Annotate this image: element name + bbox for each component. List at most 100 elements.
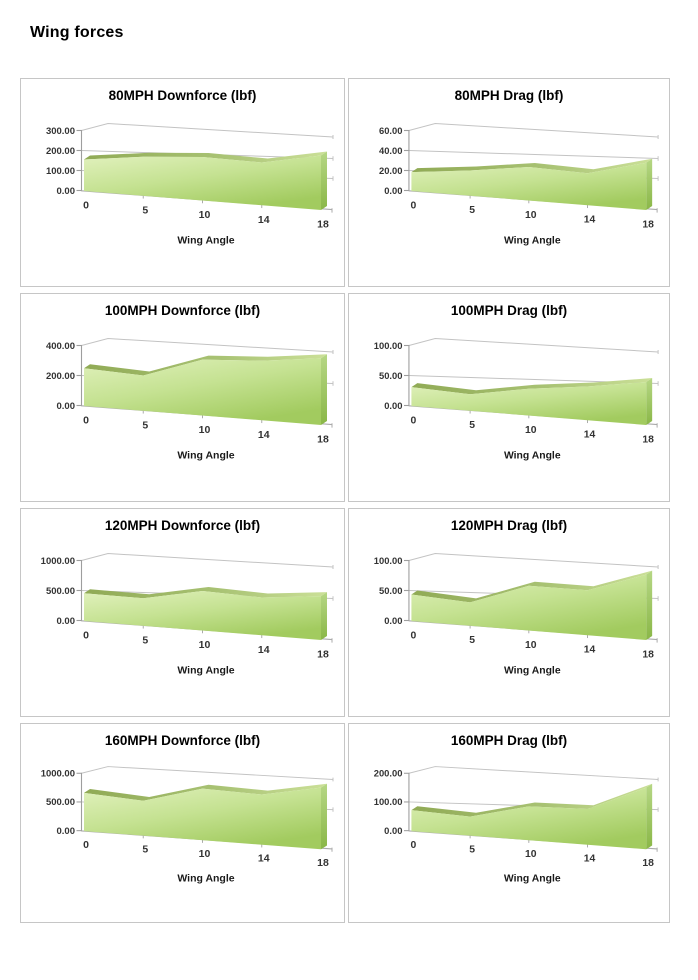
svg-text:100.00: 100.00 [374, 341, 403, 352]
svg-text:5: 5 [469, 205, 475, 216]
svg-text:10: 10 [525, 210, 537, 221]
svg-text:10: 10 [525, 640, 537, 651]
svg-text:0.00: 0.00 [384, 826, 402, 836]
svg-text:14: 14 [584, 430, 596, 441]
svg-text:18: 18 [317, 434, 329, 446]
svg-text:10: 10 [525, 849, 537, 860]
svg-text:40.00: 40.00 [379, 146, 403, 157]
svg-text:18: 18 [642, 858, 654, 869]
svg-text:0: 0 [411, 200, 417, 211]
svg-text:Wing Angle: Wing Angle [177, 450, 234, 462]
chart-canvas-160mph-downforce: 1000.00 500.00 0.00 0 5 10 14 18 Wing Angle [41, 766, 334, 885]
svg-text:5: 5 [142, 204, 148, 216]
svg-text:18: 18 [317, 649, 329, 661]
svg-text:18: 18 [642, 434, 654, 445]
svg-text:0: 0 [411, 840, 417, 851]
chart-canvas-120mph-drag: 100.00 50.00 0.00 0 5 10 14 18 Wing Angle [374, 552, 659, 677]
svg-text:14: 14 [258, 214, 270, 226]
chart-canvas-100mph-downforce: 400.00 200.00 0.00 0 5 10 14 18 Wing Angle [46, 337, 334, 462]
svg-text:14: 14 [258, 854, 270, 865]
chart-card-100mph-drag: 100MPH Drag (lbf) 100.00 50.00 0.00 0 5 10 14 1… [348, 293, 670, 502]
svg-text:Wing Angle: Wing Angle [504, 450, 561, 461]
svg-text:14: 14 [258, 644, 270, 656]
svg-text:5: 5 [469, 635, 475, 646]
chart-card-80mph-downforce: 80MPH Downforce (lbf) 300.00 200.00 100.00… [20, 78, 345, 287]
chart-card-80mph-drag: 80MPH Drag (lbf) 60.00 40.00 20.00 0.00 0 5 10… [348, 78, 670, 287]
chart-title: 160MPH Downforce (lbf) [104, 733, 261, 748]
chart-canvas-80mph-drag: 60.00 40.00 20.00 0.00 0 5 10 14 18 Wing Angle [379, 122, 659, 247]
chart-canvas-80mph-downforce: 300.00 200.00 100.00 0.00 0 5 10 14 18 Wing Angle [46, 122, 334, 247]
svg-text:14: 14 [584, 645, 596, 656]
svg-text:5: 5 [142, 634, 148, 646]
chart-title: 80MPH Downforce (lbf) [108, 88, 257, 103]
svg-text:50.00: 50.00 [379, 586, 403, 597]
svg-text:10: 10 [199, 849, 211, 860]
svg-text:100.00: 100.00 [46, 166, 75, 177]
svg-text:Wing Angle: Wing Angle [177, 235, 234, 247]
svg-text:1000.00: 1000.00 [41, 556, 75, 567]
svg-text:0.00: 0.00 [384, 616, 402, 627]
chart-title: 80MPH Drag (lbf) [454, 88, 564, 103]
svg-text:14: 14 [584, 854, 596, 865]
svg-text:0: 0 [83, 630, 89, 642]
svg-text:500.00: 500.00 [46, 586, 75, 597]
svg-text:0: 0 [83, 415, 89, 427]
svg-text:0.00: 0.00 [384, 186, 402, 197]
svg-text:300.00: 300.00 [46, 126, 75, 137]
svg-text:100.00: 100.00 [374, 556, 403, 567]
svg-text:18: 18 [642, 219, 654, 230]
svg-text:200.00: 200.00 [46, 371, 75, 382]
chart-title: 120MPH Drag (lbf) [450, 518, 568, 533]
charts-grid: 80MPH Downforce (lbf) 300.00 200.00 100.00… [20, 78, 670, 923]
chart-title: 100MPH Downforce (lbf) [104, 303, 261, 318]
svg-text:0.00: 0.00 [57, 401, 76, 412]
svg-text:10: 10 [199, 424, 211, 436]
svg-text:10: 10 [199, 209, 211, 221]
svg-text:Wing Angle: Wing Angle [177, 665, 234, 677]
chart-title: 100MPH Drag (lbf) [450, 303, 568, 318]
svg-text:0.00: 0.00 [384, 401, 402, 412]
svg-text:0.00: 0.00 [57, 186, 76, 197]
svg-text:Wing Angle: Wing Angle [504, 873, 561, 884]
chart-canvas-160mph-drag: 200.00 100.00 0.00 0 5 10 14 18 Wing Angle [374, 766, 659, 884]
svg-text:Wing Angle: Wing Angle [177, 874, 235, 885]
svg-text:18: 18 [317, 219, 329, 231]
svg-text:400.00: 400.00 [46, 341, 75, 352]
svg-text:10: 10 [525, 425, 537, 436]
svg-text:5: 5 [469, 845, 475, 856]
svg-text:14: 14 [584, 215, 596, 226]
svg-text:60.00: 60.00 [379, 126, 403, 137]
chart-card-100mph-downforce: 100MPH Downforce (lbf) 400.00 200.00 0.00 0… [20, 293, 345, 502]
svg-text:0: 0 [83, 200, 89, 212]
svg-text:0: 0 [83, 840, 89, 851]
svg-text:100.00: 100.00 [374, 797, 403, 807]
svg-text:0: 0 [411, 630, 417, 641]
svg-text:500.00: 500.00 [46, 797, 75, 807]
svg-text:10: 10 [199, 639, 211, 651]
svg-text:Wing Angle: Wing Angle [504, 235, 561, 246]
svg-text:20.00: 20.00 [379, 166, 403, 177]
chart-title: 160MPH Drag (lbf) [450, 733, 568, 748]
svg-text:18: 18 [642, 649, 654, 660]
svg-text:200.00: 200.00 [374, 769, 403, 779]
svg-text:5: 5 [469, 420, 475, 431]
chart-canvas-120mph-downforce: 1000.00 500.00 0.00 0 5 10 14 18 Wing Angle [41, 552, 334, 677]
page-title: Wing forces [30, 24, 124, 41]
chart-canvas-100mph-drag: 100.00 50.00 0.00 0 5 10 14 18 Wing Angle [374, 337, 659, 462]
svg-text:14: 14 [258, 429, 270, 441]
chart-card-160mph-drag: 160MPH Drag (lbf) 200.00 100.00 0.00 0 5 10 14… [348, 723, 670, 923]
svg-text:Wing Angle: Wing Angle [504, 665, 561, 676]
svg-text:18: 18 [317, 858, 329, 869]
svg-text:200.00: 200.00 [46, 146, 75, 157]
svg-text:0.00: 0.00 [57, 616, 76, 627]
svg-text:1000.00: 1000.00 [41, 769, 75, 779]
svg-text:5: 5 [142, 419, 148, 431]
svg-text:5: 5 [142, 845, 148, 856]
svg-text:0.00: 0.00 [57, 826, 75, 836]
chart-card-120mph-downforce: 120MPH Downforce (lbf) 1000.00 500.00 0.00… [20, 508, 345, 717]
chart-title: 120MPH Downforce (lbf) [104, 518, 261, 533]
svg-text:50.00: 50.00 [379, 371, 403, 382]
chart-card-120mph-drag: 120MPH Drag (lbf) 100.00 50.00 0.00 0 5 10 14 1… [348, 508, 670, 717]
chart-card-160mph-downforce: 160MPH Downforce (lbf) 1000.00 500.00 0.00… [20, 723, 345, 923]
svg-text:0: 0 [411, 415, 417, 426]
